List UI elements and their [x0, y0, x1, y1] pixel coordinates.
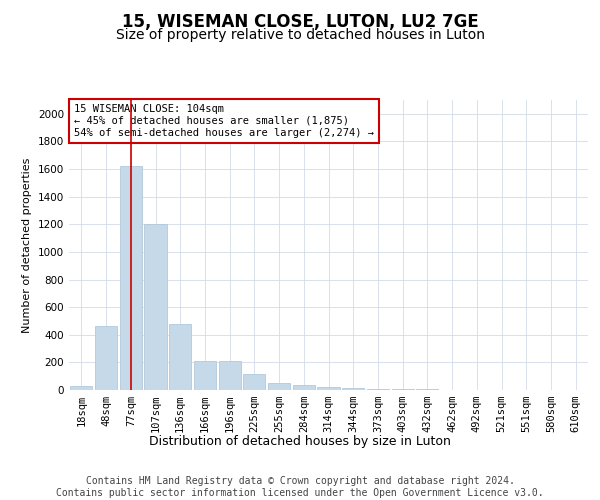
Bar [145, 224, 167, 390]
Text: Distribution of detached houses by size in Luton: Distribution of detached houses by size … [149, 435, 451, 448]
Bar [392, 389, 414, 390]
Bar [70, 386, 92, 390]
Bar [342, 388, 364, 390]
Bar [367, 388, 389, 390]
Bar [95, 326, 117, 390]
Bar [218, 361, 241, 390]
Text: 15 WISEMAN CLOSE: 104sqm
← 45% of detached houses are smaller (1,875)
54% of sem: 15 WISEMAN CLOSE: 104sqm ← 45% of detach… [74, 104, 374, 138]
Y-axis label: Number of detached properties: Number of detached properties [22, 158, 32, 332]
Bar [119, 166, 142, 390]
Bar [194, 361, 216, 390]
Bar [169, 324, 191, 390]
Bar [317, 386, 340, 390]
Bar [293, 385, 315, 390]
Bar [268, 383, 290, 390]
Text: Size of property relative to detached houses in Luton: Size of property relative to detached ho… [115, 28, 485, 42]
Text: 15, WISEMAN CLOSE, LUTON, LU2 7GE: 15, WISEMAN CLOSE, LUTON, LU2 7GE [122, 12, 478, 30]
Text: Contains HM Land Registry data © Crown copyright and database right 2024.
Contai: Contains HM Land Registry data © Crown c… [56, 476, 544, 498]
Bar [243, 374, 265, 390]
